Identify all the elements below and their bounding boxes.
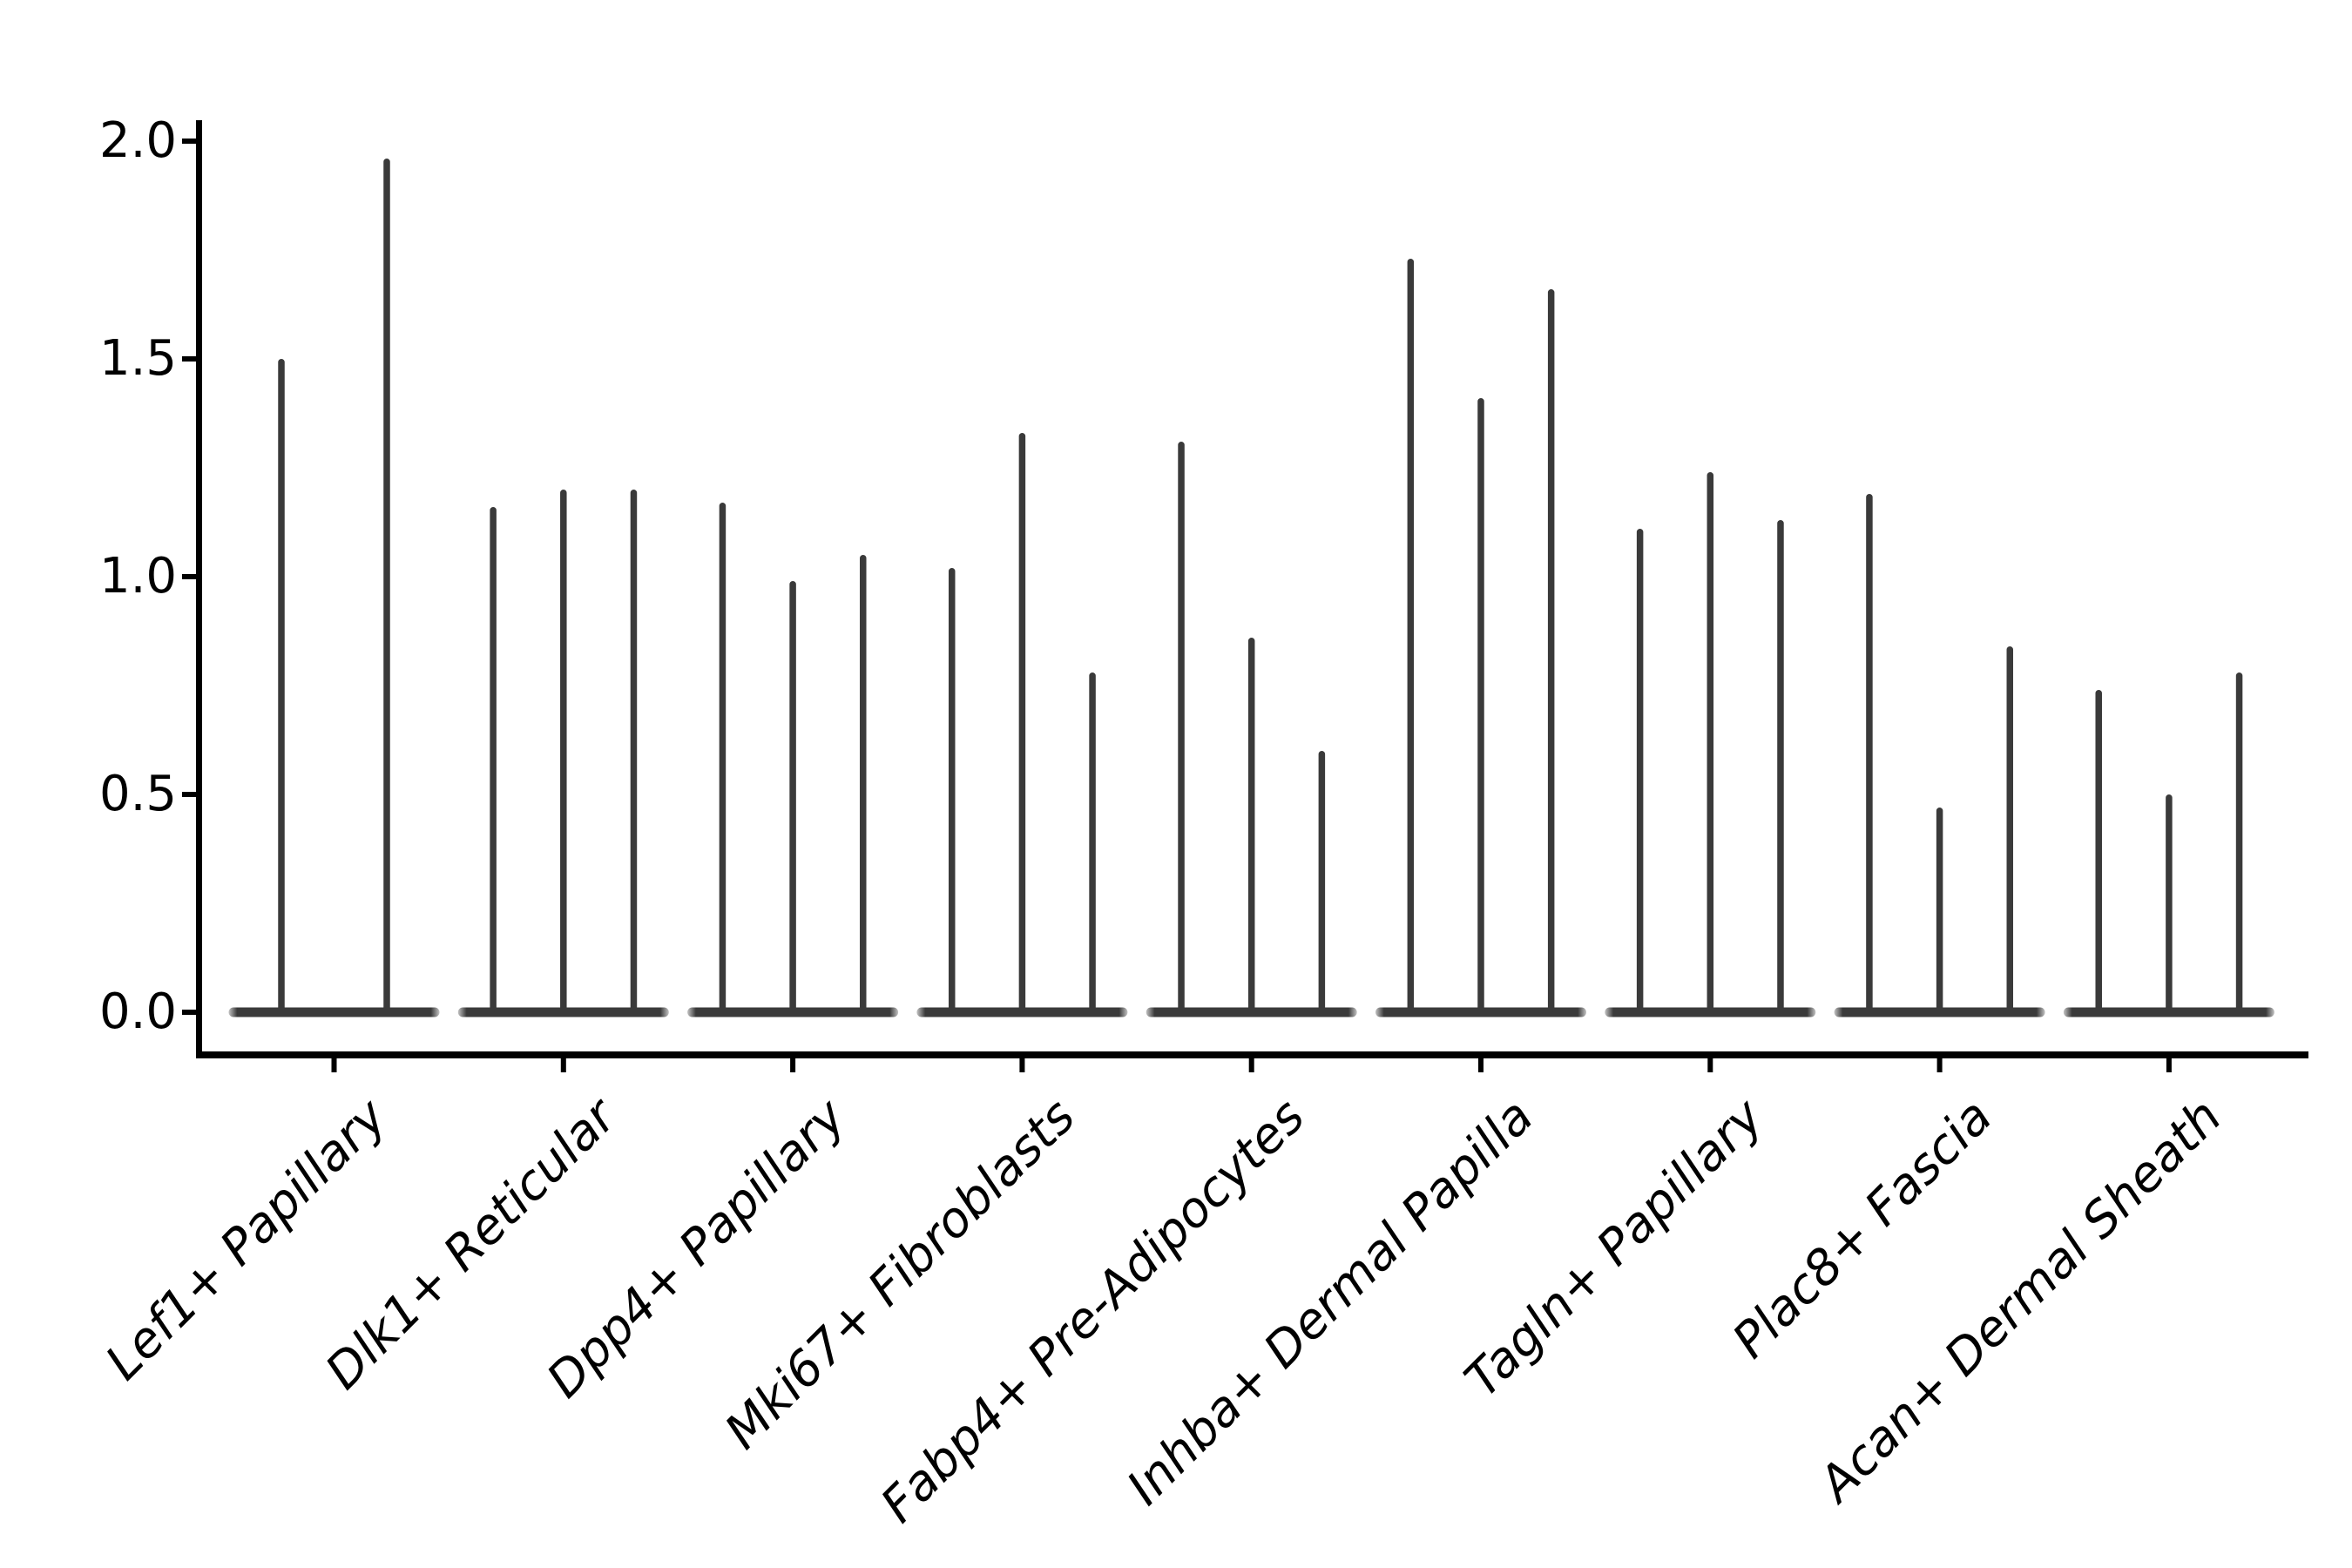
x-tick-6 — [1478, 1058, 1484, 1072]
y-tick-3 — [182, 574, 196, 579]
x-tick-3 — [790, 1058, 796, 1072]
violin-spike-4-3 — [1089, 672, 1096, 1012]
violin-spike-3-3 — [860, 555, 867, 1012]
violin-spike-2-3 — [630, 490, 638, 1012]
y-tick-4 — [182, 356, 196, 362]
y-axis-spine — [196, 120, 202, 1058]
x-tick-2 — [560, 1058, 566, 1072]
x-tick-1 — [331, 1058, 337, 1072]
violin-spike-8-3 — [2006, 646, 2014, 1012]
violin-spike-7-2 — [1707, 472, 1714, 1012]
x-tick-8 — [1936, 1058, 1943, 1072]
x-tick-7 — [1707, 1058, 1713, 1072]
violin-spike-9-2 — [2166, 794, 2173, 1012]
violin-spike-5-1 — [1178, 442, 1185, 1012]
violin-spike-6-3 — [1547, 289, 1555, 1012]
violin-spike-8-2 — [1936, 808, 1943, 1012]
violin-spike-1-1 — [278, 359, 285, 1012]
y-tick-1 — [182, 1010, 196, 1015]
y-tick-5 — [182, 139, 196, 144]
violin-spike-9-1 — [2095, 690, 2102, 1012]
violin-spike-6-2 — [1477, 398, 1484, 1012]
violin-spike-1-2 — [383, 159, 390, 1012]
y-tick-2 — [182, 792, 196, 797]
violin-spike-2-1 — [490, 507, 497, 1012]
violin-spike-5-3 — [1318, 751, 1326, 1012]
x-tick-4 — [1019, 1058, 1025, 1072]
violin-spike-3-2 — [789, 581, 796, 1012]
violin-spike-6-1 — [1407, 259, 1415, 1012]
x-tick-9 — [2166, 1058, 2172, 1072]
violin-spike-3-1 — [719, 503, 727, 1012]
violin-spike-4-2 — [1018, 433, 1026, 1012]
x-tick-5 — [1248, 1058, 1254, 1072]
violin-base-1 — [228, 1007, 440, 1017]
violin-spike-8-1 — [1866, 494, 1873, 1012]
violin-spike-7-1 — [1636, 529, 1644, 1012]
y-tick-label-4: 1.5 — [98, 330, 177, 387]
violin-spike-9-3 — [2235, 672, 2243, 1012]
y-tick-label-5: 2.0 — [98, 112, 177, 169]
violin-spike-4-1 — [948, 568, 956, 1012]
y-tick-label-2: 0.5 — [98, 766, 177, 822]
violin-spike-2-2 — [560, 490, 567, 1012]
x-axis-spine — [196, 1051, 2308, 1058]
violin-spike-5-2 — [1247, 638, 1255, 1012]
y-tick-label-1: 0.0 — [98, 983, 177, 1040]
y-tick-label-3: 1.0 — [98, 548, 177, 605]
violin-spike-7-3 — [1777, 520, 1784, 1012]
